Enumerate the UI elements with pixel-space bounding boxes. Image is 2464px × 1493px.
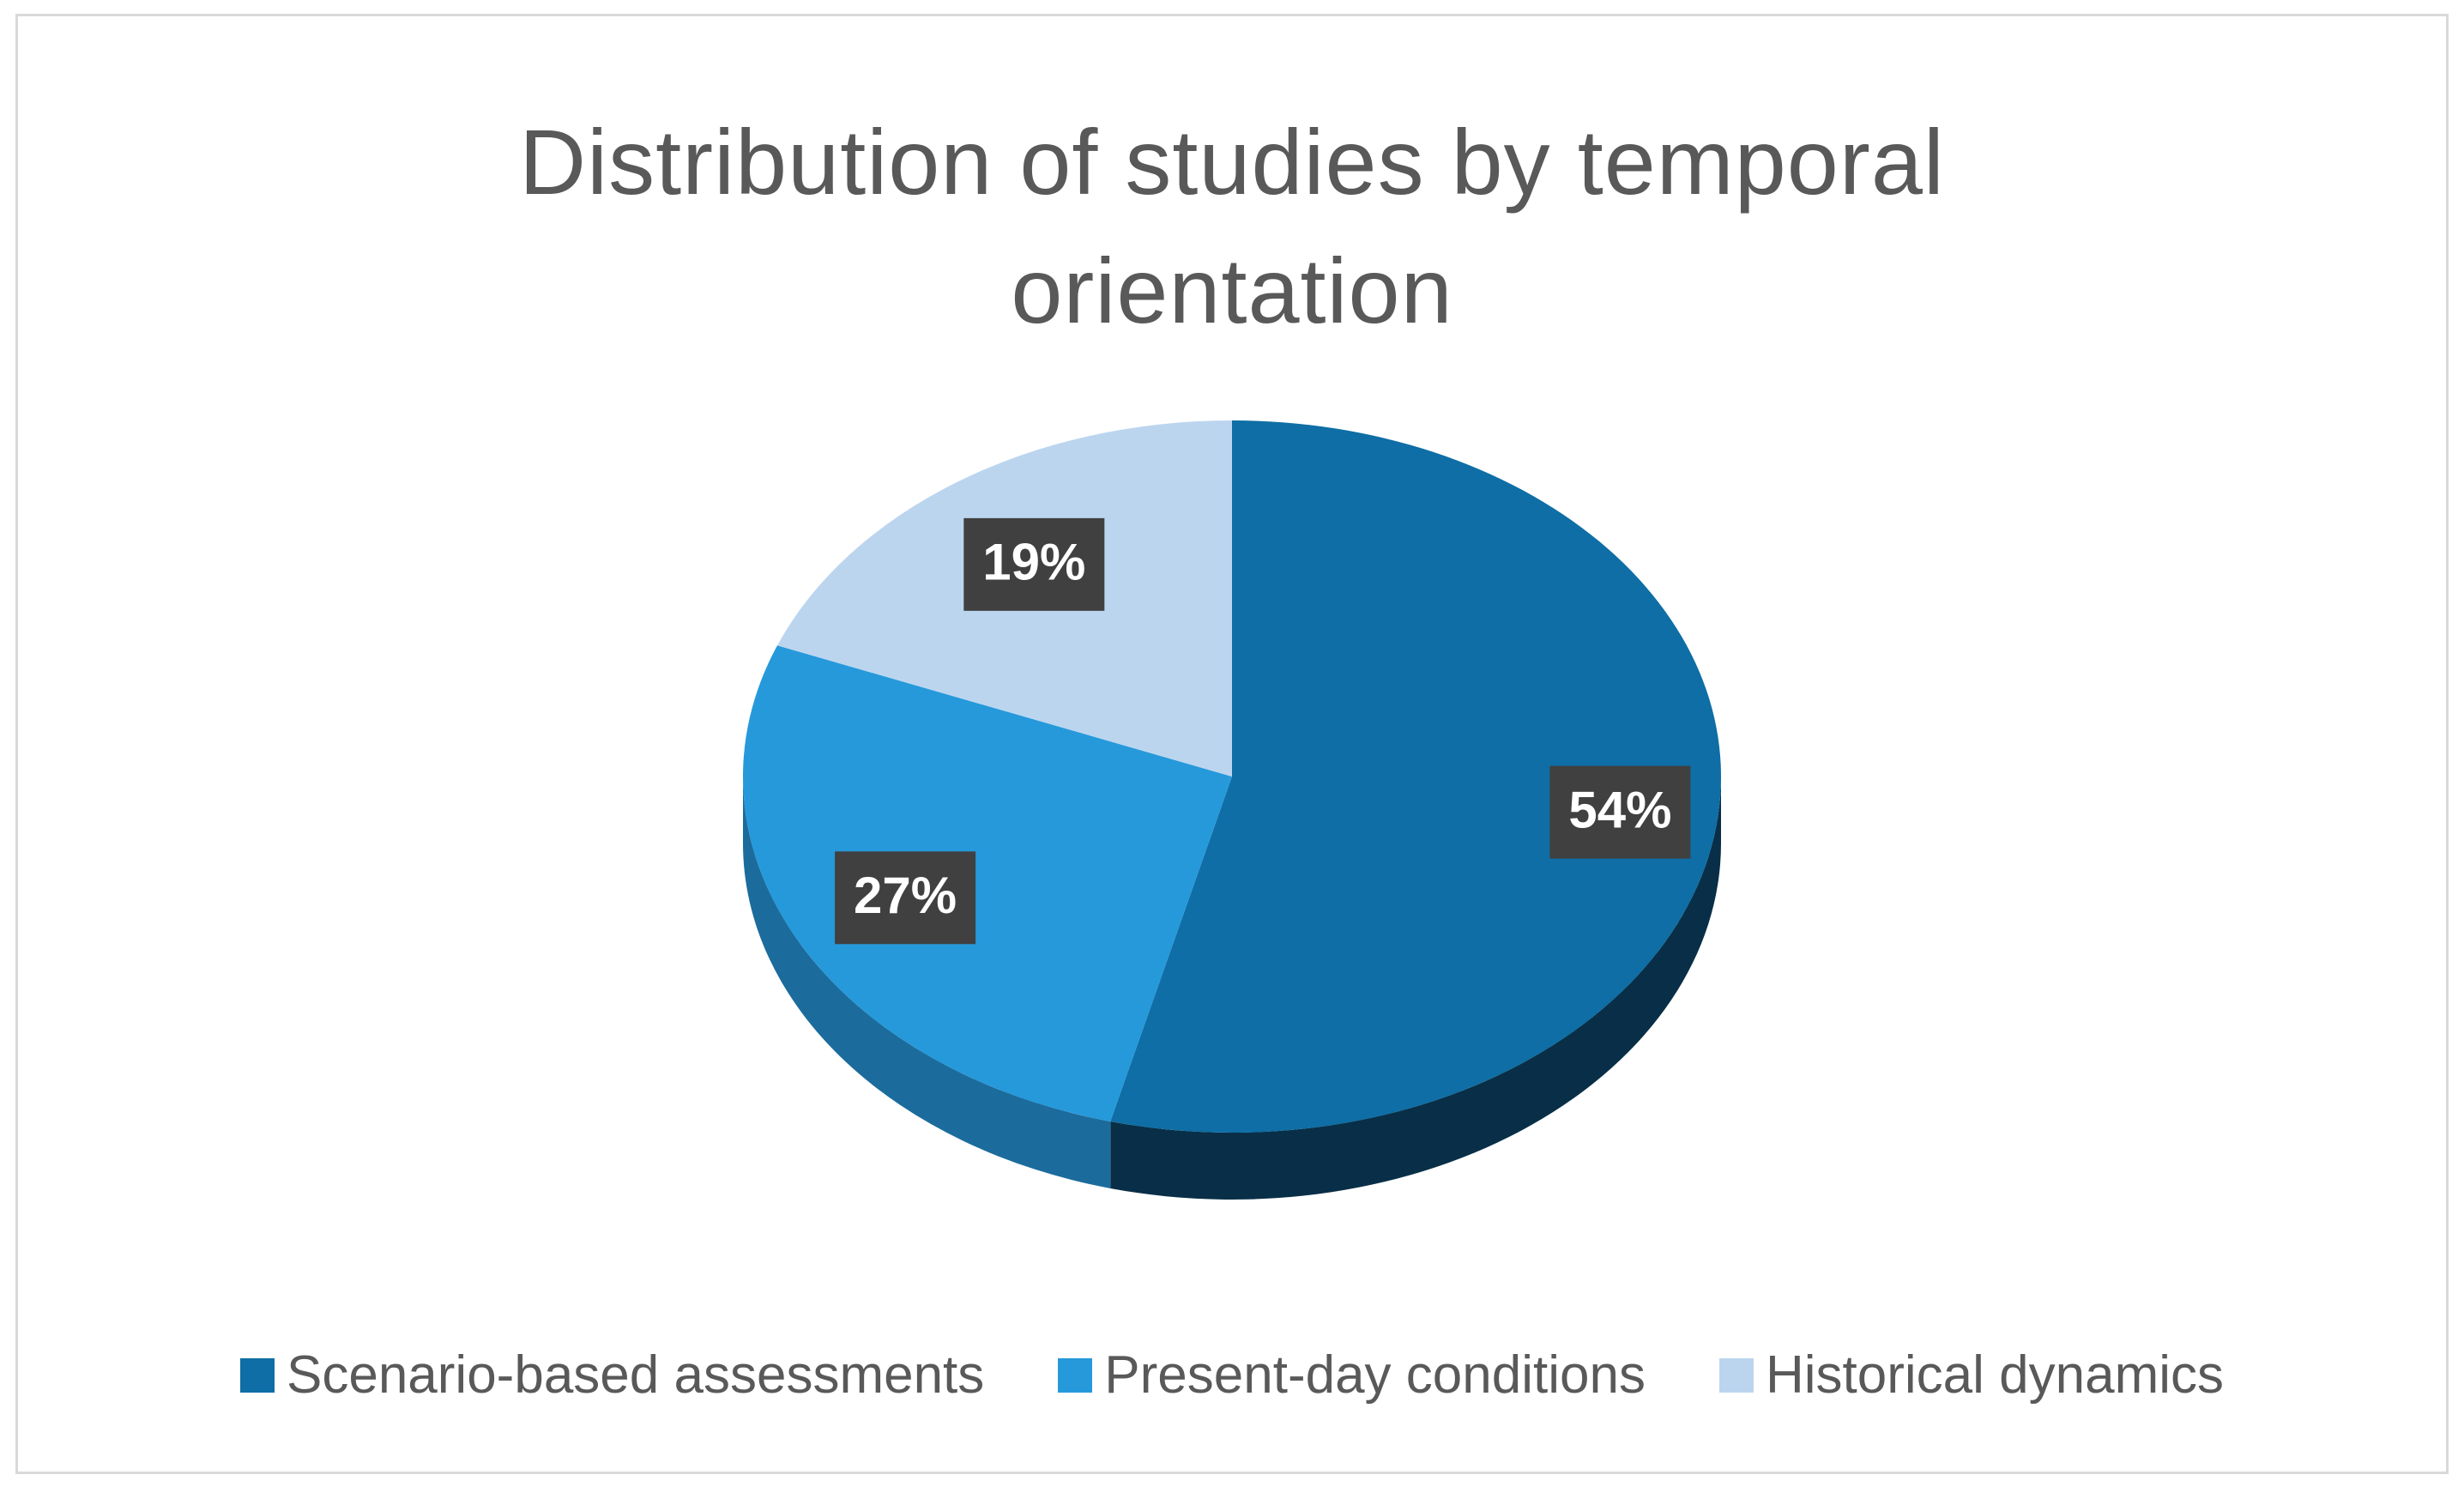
pie-slice-scenario-based-assessments [1110, 420, 1722, 1133]
legend-item-scenario-based-assessments: Scenario-based assessments [239, 1345, 985, 1405]
legend-swatch [1718, 1358, 1754, 1393]
legend: Scenario-based assessments Present-day c… [0, 1345, 2464, 1405]
data-label-present-day-conditions: 27% [835, 851, 976, 945]
legend-swatch [239, 1358, 275, 1393]
data-label-text: 27% [854, 867, 957, 924]
chart-title-line-2: orientation [1011, 239, 1453, 342]
pie-sides [743, 777, 1721, 1200]
data-label-historical-dynamics: 19% [963, 517, 1105, 611]
data-label-scenario-based-assessments: 54% [1549, 765, 1691, 859]
pie-slice-present-day-conditions [742, 645, 1232, 1121]
data-label-text: 54% [1568, 781, 1671, 838]
legend-swatch [1058, 1358, 1093, 1393]
pie-slices [742, 420, 1722, 1133]
legend-label: Historical dynamics [1765, 1345, 2224, 1405]
data-label-box [1549, 765, 1691, 859]
pie-side-scenario-based-assessments [1110, 777, 1721, 1200]
legend-item-present-day-conditions: Present-day conditions [1058, 1345, 1646, 1405]
chart-title-line-1: Distribution of studies by temporal [519, 110, 1945, 214]
data-label-box [835, 851, 976, 945]
legend-item-historical-dynamics: Historical dynamics [1718, 1345, 2224, 1405]
legend-label: Scenario-based assessments [286, 1345, 985, 1405]
pie-side-present-day-conditions [743, 777, 1111, 1188]
data-label-text: 19% [982, 534, 1085, 591]
data-label-box [963, 517, 1105, 611]
legend-label: Present-day conditions [1104, 1345, 1646, 1405]
chart-title: Distribution of studies by temporal orie… [18, 98, 2446, 355]
pie-data-labels: 54% 27% 19% [835, 517, 1691, 945]
